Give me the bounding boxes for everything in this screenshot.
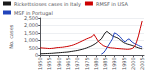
svg-text:1990: 1990 (111, 57, 117, 70)
svg-text:1950: 1950 (37, 57, 43, 70)
svg-text:1960: 1960 (56, 57, 62, 70)
svg-text:0: 0 (35, 52, 39, 59)
svg-text:MSF in Portugal: MSF in Portugal (14, 10, 53, 17)
svg-text:2005: 2005 (139, 57, 145, 70)
svg-text:RMSF in USA: RMSF in USA (96, 1, 129, 7)
svg-text:1980: 1980 (93, 57, 99, 70)
svg-text:1955: 1955 (46, 57, 52, 70)
svg-text:1985: 1985 (102, 57, 108, 70)
svg-text:1970: 1970 (74, 57, 80, 70)
svg-text:500: 500 (29, 45, 39, 51)
svg-text:2000: 2000 (130, 57, 136, 70)
svg-text:1995: 1995 (121, 57, 127, 70)
svg-text:1,500: 1,500 (24, 30, 38, 36)
svg-text:1965: 1965 (65, 57, 71, 70)
svg-text:1,000: 1,000 (24, 37, 38, 43)
svg-text:1975: 1975 (84, 57, 90, 70)
svg-text:Rickettsioses cases in Italy: Rickettsioses cases in Italy (14, 1, 81, 8)
svg-text:2,000: 2,000 (24, 22, 38, 28)
svg-text:No. cases: No. cases (8, 24, 14, 48)
svg-text:2,500: 2,500 (24, 15, 38, 21)
